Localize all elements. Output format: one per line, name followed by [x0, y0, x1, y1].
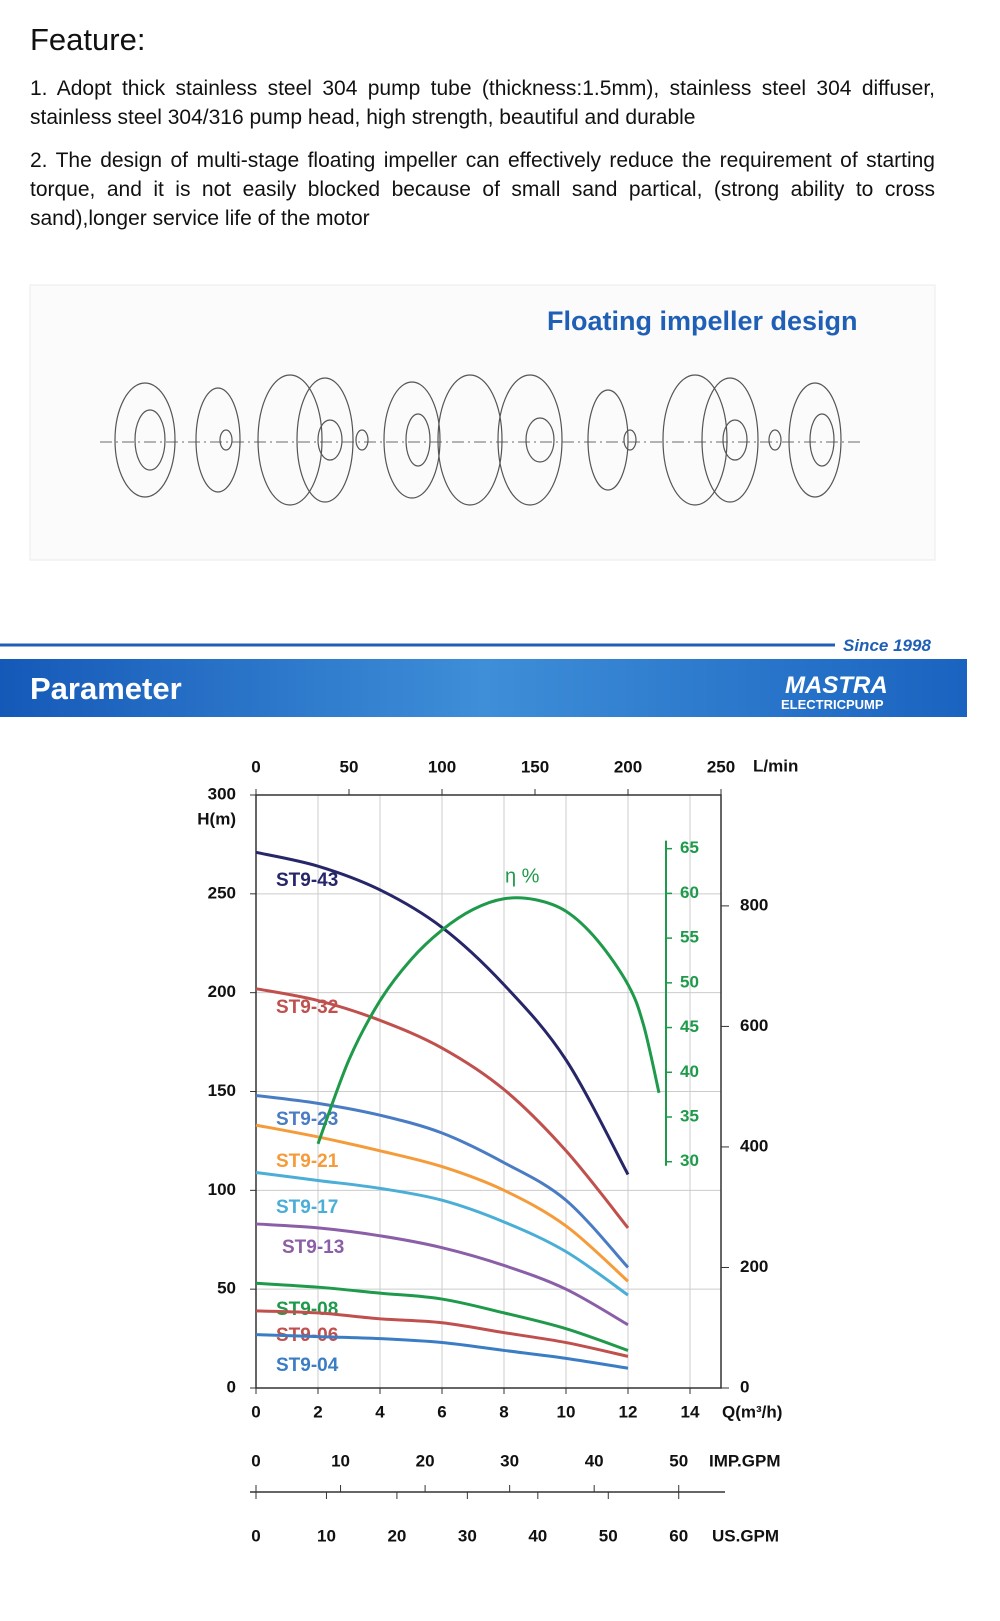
x4-tick-label: 0 [251, 1526, 260, 1545]
curve-label: ST9-23 [276, 1109, 338, 1130]
y-tick-label: 200 [208, 982, 236, 1001]
x-tick-label: 14 [681, 1402, 700, 1421]
y2-tick-label: 200 [740, 1257, 768, 1276]
x-tick-label: 8 [499, 1402, 508, 1421]
x4-tick-label: 20 [387, 1526, 406, 1545]
curve [255, 1123, 629, 1283]
x-tick-label: 2 [313, 1402, 322, 1421]
x3-tick-label: 20 [416, 1451, 435, 1470]
curve [255, 1333, 629, 1370]
x-axis-label: Q(m³/h) [722, 1402, 782, 1421]
x-tick-label: 0 [251, 1402, 260, 1421]
feature-section: Feature: 1. Adopt thick stainless steel … [30, 22, 935, 247]
x3-tick-label: 40 [585, 1451, 604, 1470]
curve [255, 1281, 629, 1352]
y3-tick-label: 45 [680, 1017, 699, 1036]
x2-axis-label: L/min [753, 756, 798, 775]
y3-tick-label: 35 [680, 1106, 699, 1125]
feature-item: 2. The design of multi-stage floating im… [30, 149, 935, 230]
curve [255, 850, 630, 1176]
curve-label: ST9-08 [276, 1299, 338, 1320]
feature-item: 1. Adopt thick stainless steel 304 pump … [30, 77, 935, 129]
y-tick-label: 100 [208, 1180, 236, 1199]
x2-tick-label: 50 [340, 757, 359, 776]
curve [255, 1309, 629, 1358]
since: Since 1998 [843, 636, 931, 655]
y-tick-label: 250 [208, 883, 236, 902]
curve [316, 896, 661, 1145]
x2-tick-label: 150 [521, 757, 549, 776]
image-caption: Floating impeller design [547, 306, 858, 336]
x4-tick-label: 30 [458, 1526, 477, 1545]
curve-label: ST9-17 [276, 1197, 338, 1218]
y-tick-label: 0 [227, 1377, 236, 1396]
banner [0, 659, 967, 717]
feature-title: Feature: [30, 22, 146, 57]
curve [255, 1171, 629, 1297]
curve-label: ST9-13 [282, 1237, 344, 1258]
impeller-illustration [29, 284, 936, 561]
x-tick-label: 10 [557, 1402, 576, 1421]
x-tick-label: 4 [375, 1402, 385, 1421]
banner-title: Parameter [30, 671, 182, 706]
curve [255, 987, 630, 1229]
curve [255, 1222, 629, 1327]
logo: MASTRA [785, 672, 888, 699]
curve-label: ST9-43 [276, 870, 338, 891]
y3-axis-label: η % [505, 865, 540, 887]
y-tick-label: 50 [217, 1279, 236, 1298]
logo-sub: ELECTRICPUMP [781, 697, 884, 712]
curve-label: ST9-32 [276, 997, 338, 1018]
x4-tick-label: 40 [528, 1526, 547, 1545]
y3-tick-label: 30 [680, 1151, 699, 1170]
x4-tick-label: 60 [669, 1526, 688, 1545]
x2-tick-label: 250 [707, 757, 735, 776]
curve-label: ST9-04 [276, 1355, 339, 1376]
x4-axis-label: US.GPM [712, 1526, 779, 1545]
y2-tick-label: 600 [740, 1016, 768, 1035]
y2-tick-label: 400 [740, 1136, 768, 1155]
y2-tick-label: 0 [740, 1377, 749, 1396]
y2-tick-label: 800 [740, 895, 768, 914]
x3-tick-label: 10 [331, 1451, 350, 1470]
y3-tick-label: 65 [680, 838, 699, 857]
y-tick-label: 150 [208, 1081, 236, 1100]
y-tick-label: 300 [208, 784, 236, 803]
y3-tick-label: 40 [680, 1062, 699, 1081]
curve [255, 1093, 630, 1269]
y3-tick-label: 60 [680, 883, 699, 902]
y-axis-label: H(m) [197, 809, 236, 828]
x2-tick-label: 200 [614, 757, 642, 776]
x3-tick-label: 30 [500, 1451, 519, 1470]
curve-label: ST9-21 [276, 1151, 339, 1172]
x-tick-label: 12 [619, 1402, 638, 1421]
x2-tick-label: 0 [251, 757, 260, 776]
x2-tick-label: 100 [428, 757, 456, 776]
x4-tick-label: 50 [599, 1526, 618, 1545]
x3-tick-label: 50 [669, 1451, 688, 1470]
y3-tick-label: 55 [680, 928, 699, 947]
y3-tick-label: 50 [680, 972, 699, 991]
x4-tick-label: 10 [317, 1526, 336, 1545]
x3-axis-label: IMP.GPM [709, 1451, 780, 1470]
x3-tick-label: 0 [251, 1451, 260, 1470]
x-tick-label: 6 [437, 1402, 446, 1421]
